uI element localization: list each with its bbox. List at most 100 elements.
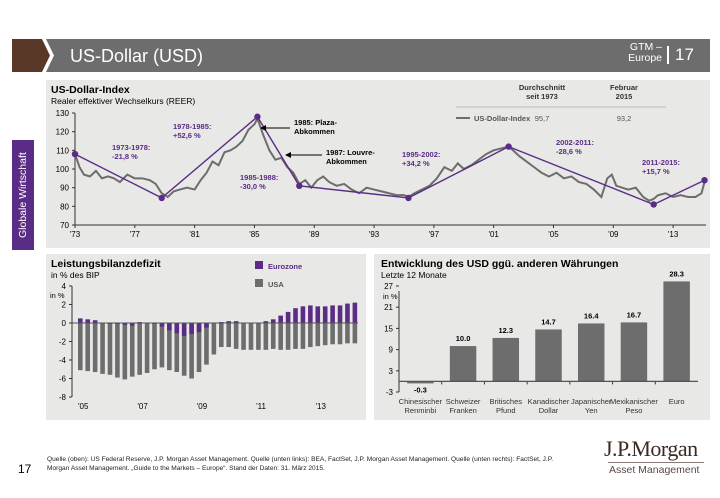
usa-bar — [122, 323, 128, 380]
x-tick-label: '93 — [369, 230, 380, 239]
fx-data-label: 28.3 — [669, 269, 684, 278]
fx-title: Entwicklung des USD ggü. anderen Währung… — [381, 258, 619, 270]
y-tick-label: 21 — [384, 303, 393, 312]
current-account-chart: -8 -6 -4 -2 0 2 4in % '05 '07 '09 '11 '13 Eurozone US… — [50, 261, 358, 411]
eurozone-bar — [233, 321, 239, 323]
legend-label: US-Dollar-Index — [474, 114, 531, 123]
fx-data-label: 12.3 — [498, 326, 513, 335]
legend-label-usa: USA — [268, 280, 284, 289]
fx-category-label: Kanadischer Dollar — [528, 397, 570, 415]
eurozone-bar — [167, 323, 172, 331]
legend-swatch-usa — [255, 279, 263, 287]
eurozone-bar — [174, 323, 180, 334]
usa-bar — [159, 323, 165, 368]
eurozone-bar — [189, 323, 194, 335]
usd-index-line — [74, 116, 706, 202]
y-tick-label: 80 — [60, 202, 69, 211]
usa-bar — [92, 323, 98, 373]
eurozone-bar — [129, 323, 135, 326]
fx-panel: Entwicklung des USD ggü. anderen Währung… — [374, 254, 710, 420]
usa-bar — [174, 323, 180, 373]
usa-bar — [219, 323, 224, 348]
eurozone-bar — [308, 305, 313, 323]
fx-bar — [620, 322, 648, 382]
fx-subtitle: Letzte 12 Monate — [381, 270, 447, 280]
y-tick-label: 27 — [384, 282, 393, 291]
y-tick-label: -4 — [59, 356, 67, 365]
fx-bar — [535, 329, 562, 382]
usa-bar — [337, 323, 343, 345]
x-tick-label: '05 — [548, 230, 559, 239]
fx-category-label: Euro — [669, 397, 685, 406]
fx-bar — [407, 381, 434, 384]
x-tick-label: '05 — [78, 402, 89, 411]
usa-bar — [137, 323, 142, 375]
y-tick-label: 9 — [389, 346, 394, 355]
trend-point — [650, 201, 657, 208]
usa-bar — [352, 323, 358, 344]
fx-data-label: 16.4 — [584, 311, 599, 320]
annotation-label: 1985-1988: -30,0 % — [240, 173, 278, 191]
y-tick-label: 70 — [60, 221, 69, 230]
trend-point — [158, 194, 165, 202]
x-tick-label: '09 — [197, 402, 208, 411]
y-tick-label: -3 — [386, 388, 394, 397]
section-tab-label[interactable]: Globale Wirtschaft — [17, 152, 29, 238]
eurozone-bar — [278, 315, 283, 323]
y-axis-label: in % — [383, 292, 398, 301]
y-tick-label: 120 — [56, 128, 70, 137]
usa-bar — [152, 323, 157, 370]
eurozone-bar — [92, 320, 98, 323]
usa-bar — [322, 323, 328, 346]
eurozone-bar — [196, 323, 202, 333]
eurozone-bar — [181, 323, 187, 336]
source-note: Quelle (oben): US Federal Reserve, J.P. … — [47, 456, 554, 472]
usa-bar — [330, 323, 335, 345]
legend-value: 95,7 — [535, 114, 550, 123]
eurozone-bar — [159, 323, 165, 327]
usa-bar — [278, 323, 283, 350]
y-tick-label: 3 — [389, 367, 394, 376]
current-account-title: Leistungsbilanzdefizit — [51, 258, 161, 270]
header-bar — [12, 39, 710, 72]
y-tick-label: 110 — [56, 146, 69, 155]
fx-data-label: 14.7 — [541, 317, 556, 326]
usa-bar — [115, 323, 120, 378]
logo-subtitle: Asset Management — [609, 464, 700, 476]
page-title: US-Dollar (USD) — [70, 46, 204, 66]
fx-category-label: Britisches Pfund — [490, 397, 523, 415]
current-account-panel: Leistungsbilanzdefizit in % des BIP -8 -6… — [46, 254, 366, 420]
trend-point — [505, 143, 512, 150]
trend-line — [74, 115, 705, 206]
usa-bar — [85, 323, 91, 372]
eurozone-bar — [263, 321, 269, 323]
fx-category-label: Chinesischer Renminbi — [399, 397, 443, 415]
x-tick-label: '07 — [137, 402, 148, 411]
usa-bar — [315, 323, 321, 347]
y-tick-label: 100 — [56, 165, 70, 174]
eurozone-bar — [322, 306, 328, 323]
header-page-number: 17 — [675, 45, 694, 64]
annotation-label: 1978-1985: +52,6 % — [173, 122, 211, 140]
eurozone-bar — [352, 302, 358, 323]
current-account-subtitle: in % des BIP — [51, 270, 100, 280]
usa-bar — [263, 323, 269, 350]
y-tick-label: 90 — [60, 184, 69, 193]
usa-bar — [189, 323, 194, 379]
usa-bar — [241, 323, 246, 350]
y-tick-label: -6 — [59, 375, 67, 384]
annotation-label: 2011-2015: +15,7 % — [642, 158, 680, 176]
eurozone-bar — [300, 306, 306, 323]
eurozone-bar — [78, 318, 83, 323]
x-tick-label: '85 — [249, 230, 260, 239]
usa-bar — [293, 323, 298, 349]
annotation-label: 2002-2011: -28,6 % — [556, 138, 594, 156]
fx-bar — [492, 337, 520, 382]
usa-bar — [248, 323, 254, 350]
usa-bar — [167, 323, 172, 371]
usa-bar — [204, 323, 209, 365]
eurozone-bar — [315, 306, 321, 323]
y-tick-label: 130 — [56, 109, 70, 118]
y-tick-label: 0 — [62, 319, 67, 328]
